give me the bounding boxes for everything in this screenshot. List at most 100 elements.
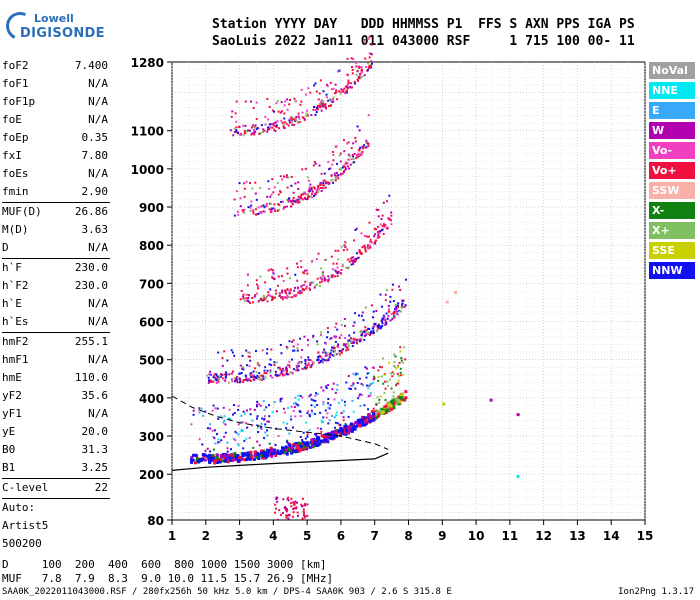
echo-point bbox=[219, 458, 223, 462]
echo-point bbox=[281, 289, 284, 292]
echo-point bbox=[327, 280, 330, 283]
echo-point bbox=[364, 420, 368, 424]
echo-point bbox=[238, 182, 241, 185]
echo-point bbox=[338, 271, 341, 274]
echo-point bbox=[231, 110, 234, 113]
echo-point bbox=[379, 395, 382, 398]
echo-point bbox=[354, 374, 357, 377]
echo-point bbox=[367, 408, 370, 411]
echo-point bbox=[265, 406, 268, 409]
echo-point bbox=[230, 456, 234, 460]
echo-point bbox=[320, 100, 323, 103]
echo-point bbox=[336, 271, 339, 274]
echo-point bbox=[368, 244, 371, 247]
echo-point bbox=[330, 174, 333, 177]
echo-point bbox=[287, 496, 290, 499]
echo-point bbox=[344, 167, 347, 170]
echo-point bbox=[248, 351, 251, 354]
echo-point bbox=[296, 365, 299, 368]
echo-point bbox=[297, 201, 300, 204]
echo-point bbox=[401, 306, 404, 309]
echo-point bbox=[292, 444, 296, 448]
x-tick-label: 10 bbox=[468, 529, 485, 543]
echo-point bbox=[346, 142, 349, 145]
echo-point bbox=[349, 163, 352, 166]
echo-point bbox=[351, 384, 354, 387]
echo-point bbox=[223, 373, 226, 376]
echo-point bbox=[303, 269, 306, 272]
echo-point bbox=[219, 454, 223, 458]
echo-point bbox=[268, 404, 271, 407]
echo-point bbox=[337, 343, 340, 346]
echo-point bbox=[397, 302, 400, 305]
echo-point bbox=[286, 514, 289, 517]
echo-point bbox=[319, 182, 322, 185]
echo-point bbox=[266, 369, 269, 372]
echo-point bbox=[278, 127, 281, 130]
echo-point bbox=[353, 152, 356, 155]
echo-point bbox=[321, 102, 324, 105]
echo-point bbox=[288, 340, 291, 343]
echo-point bbox=[261, 417, 264, 420]
echo-point bbox=[268, 208, 271, 211]
param-key: C-level bbox=[2, 481, 49, 494]
echo-point bbox=[280, 352, 283, 355]
echo-point bbox=[301, 517, 304, 520]
echo-point bbox=[379, 410, 383, 414]
echo-point bbox=[357, 256, 360, 259]
echo-point bbox=[294, 182, 297, 185]
param-value: 255.1 bbox=[74, 335, 108, 348]
echo-point bbox=[347, 431, 351, 435]
echo-point bbox=[327, 99, 330, 102]
echo-point bbox=[392, 395, 395, 398]
param-row: foEs N/A bbox=[2, 165, 110, 183]
footer-file-info: SAA0K_2022011043000.RSF / 280fx256h 50 k… bbox=[2, 587, 452, 597]
echo-point bbox=[316, 340, 319, 343]
echo-point bbox=[313, 105, 316, 108]
echo-point bbox=[324, 351, 327, 354]
echo-point bbox=[338, 352, 341, 355]
echo-point bbox=[309, 183, 312, 186]
echo-point bbox=[306, 113, 309, 116]
echo-point bbox=[249, 413, 252, 416]
echo-point bbox=[291, 358, 294, 361]
echo-point bbox=[334, 249, 337, 252]
echo-point bbox=[286, 296, 289, 299]
echo-point bbox=[240, 414, 243, 417]
echo-point bbox=[241, 367, 244, 370]
echo-point bbox=[343, 139, 346, 142]
echo-point bbox=[270, 295, 273, 298]
echo-point bbox=[239, 364, 242, 367]
echo-point bbox=[329, 436, 333, 440]
echo-point bbox=[257, 453, 261, 457]
echo-point bbox=[347, 81, 350, 84]
echo-point bbox=[266, 130, 269, 133]
echo-point bbox=[232, 370, 235, 373]
echo-point bbox=[277, 451, 281, 455]
echo-point bbox=[288, 103, 291, 106]
echo-point bbox=[286, 272, 289, 275]
echo-point bbox=[355, 65, 358, 68]
echo-point bbox=[332, 274, 335, 277]
echo-point bbox=[287, 176, 290, 179]
echo-point bbox=[252, 210, 255, 213]
echo-point bbox=[292, 449, 296, 453]
echo-point bbox=[397, 402, 401, 406]
echo-point bbox=[281, 446, 285, 450]
echo-point bbox=[249, 206, 252, 209]
echo-point bbox=[358, 395, 361, 398]
echo-point bbox=[329, 167, 332, 170]
echo-point bbox=[305, 285, 308, 288]
echo-point bbox=[307, 356, 310, 359]
echo-point bbox=[296, 347, 299, 350]
echo-point bbox=[195, 457, 199, 461]
echo-point bbox=[291, 515, 294, 518]
echo-point bbox=[277, 366, 280, 369]
echo-point bbox=[309, 288, 312, 291]
echo-point bbox=[327, 275, 330, 278]
echo-point bbox=[270, 348, 273, 351]
echo-point bbox=[286, 370, 289, 373]
echo-point bbox=[211, 456, 215, 460]
header-line1: Station YYYY DAY DDD HHMMSS P1 FFS S AXN… bbox=[212, 17, 635, 32]
echo-point bbox=[365, 329, 368, 332]
